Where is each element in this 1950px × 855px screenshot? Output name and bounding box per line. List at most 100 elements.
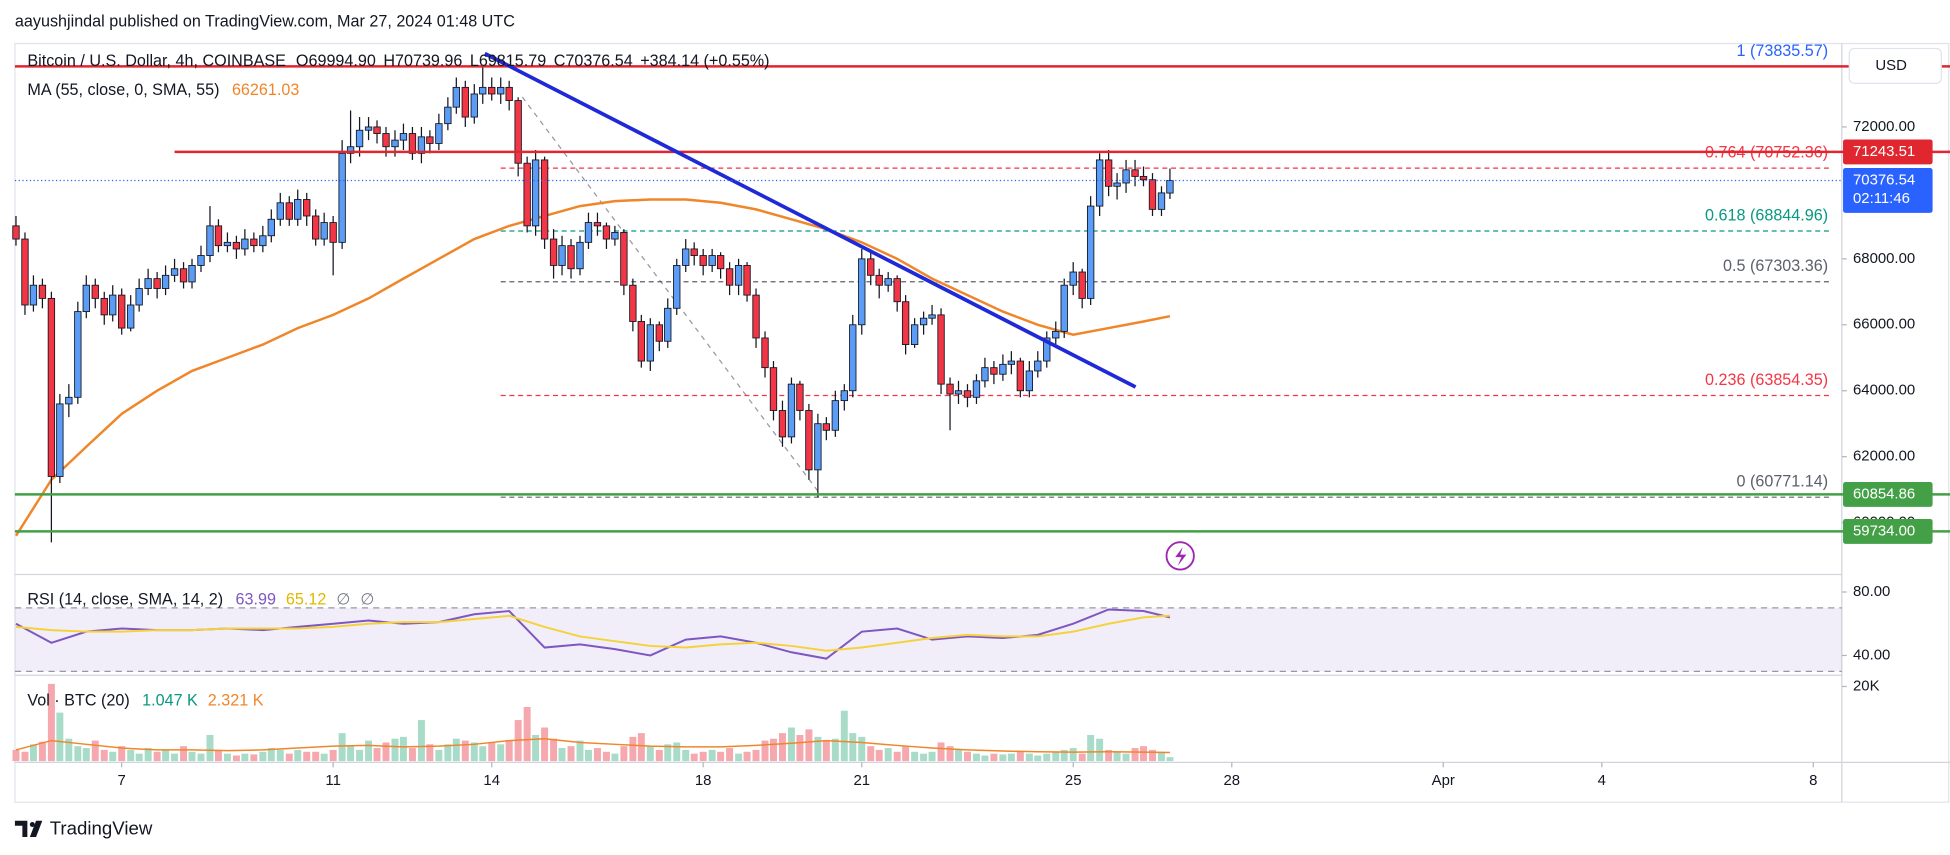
candle-body bbox=[1139, 175, 1148, 181]
volume-bar bbox=[893, 751, 901, 762]
candle-body bbox=[444, 106, 452, 125]
candle-body bbox=[1166, 180, 1174, 194]
candle-body bbox=[144, 278, 152, 289]
volume-bar bbox=[726, 748, 734, 762]
y-tick-label: 64000.00 bbox=[1853, 382, 1915, 399]
volume-bar bbox=[1034, 755, 1042, 762]
volume-bar bbox=[391, 738, 399, 762]
candle-body bbox=[602, 225, 611, 240]
candle-body bbox=[646, 324, 654, 362]
volume-bar bbox=[981, 755, 989, 762]
volume-bar bbox=[814, 736, 822, 762]
candle-body bbox=[990, 367, 998, 375]
candle-body bbox=[214, 225, 223, 247]
volume-bar bbox=[822, 740, 830, 762]
rsi-name: RSI (14, close, SMA, 14, 2) bbox=[27, 591, 223, 609]
publish-header: aayushjindal published on TradingView.co… bbox=[15, 13, 515, 31]
candle-body bbox=[787, 383, 796, 438]
volume-bar bbox=[223, 753, 231, 762]
price-tag bbox=[1843, 139, 1933, 165]
current-price-tag bbox=[1843, 168, 1933, 213]
volume-bar bbox=[259, 751, 267, 762]
volume-bar bbox=[1025, 753, 1033, 762]
symbol: Bitcoin / U.S. Dollar, 4h, COINBASE bbox=[27, 52, 286, 70]
candle-body bbox=[1069, 271, 1077, 286]
volume-bar bbox=[285, 753, 293, 762]
volume-bar bbox=[1007, 753, 1015, 762]
candle-body bbox=[893, 278, 901, 303]
candle-body bbox=[928, 314, 936, 319]
volume-bar bbox=[1113, 751, 1121, 762]
x-tick-label: 7 bbox=[118, 772, 126, 789]
volume-bar bbox=[1105, 749, 1113, 762]
candle-body bbox=[461, 86, 469, 118]
candle-body bbox=[338, 152, 346, 243]
volume-bar bbox=[550, 738, 558, 762]
volume-bar bbox=[717, 751, 725, 762]
fib-label: 0.5 (67303.36) bbox=[1723, 257, 1828, 275]
fib-label: 0.236 (63854.35) bbox=[1705, 371, 1828, 389]
current-price: 70376.54 bbox=[1853, 171, 1915, 188]
volume-bar bbox=[884, 748, 892, 762]
currency-box[interactable] bbox=[1848, 47, 1942, 84]
volume-bar bbox=[1166, 757, 1174, 762]
volume-bar bbox=[214, 749, 222, 762]
ohlc: C70376.54 bbox=[554, 52, 633, 70]
volume-bar bbox=[743, 751, 751, 762]
volume-bar bbox=[875, 749, 883, 762]
volume-bar bbox=[1078, 753, 1086, 762]
candle-body bbox=[1016, 360, 1025, 392]
y-tick-label: 66000.00 bbox=[1853, 316, 1915, 333]
volume-bar bbox=[347, 746, 355, 762]
volume-bar bbox=[82, 748, 90, 762]
candle-body bbox=[329, 222, 337, 243]
event-icon-bolt bbox=[1175, 547, 1187, 566]
volume-bar bbox=[532, 734, 540, 762]
candle-body bbox=[426, 136, 434, 144]
candle-body bbox=[875, 274, 883, 286]
x-tick-label: 11 bbox=[325, 772, 340, 789]
volume-bar bbox=[426, 744, 434, 762]
x-tick-label: 8 bbox=[1809, 772, 1817, 789]
candle-body bbox=[1060, 284, 1068, 332]
volume-bar bbox=[1149, 749, 1156, 762]
y-tick-label: 80.00 bbox=[1853, 583, 1890, 600]
volume-bar bbox=[312, 751, 320, 762]
candle-body bbox=[778, 410, 787, 438]
volume-bar bbox=[593, 748, 601, 762]
candle-body bbox=[725, 268, 734, 286]
volume-bar bbox=[197, 753, 205, 762]
candle-body bbox=[682, 248, 690, 266]
volume-bar bbox=[127, 749, 135, 762]
currency: USD bbox=[1875, 57, 1907, 74]
volume-bar bbox=[963, 751, 971, 762]
candle-body bbox=[1148, 179, 1157, 210]
candle-body bbox=[74, 311, 82, 398]
volume-bar bbox=[523, 707, 531, 762]
volume-bar bbox=[153, 751, 161, 762]
candle-body bbox=[82, 284, 90, 313]
candle-body bbox=[435, 123, 443, 144]
candle-body bbox=[294, 199, 302, 220]
candle-body bbox=[1034, 360, 1042, 372]
volume-bar bbox=[180, 746, 188, 762]
volume-bar bbox=[188, 751, 196, 762]
volume-bar bbox=[1060, 749, 1068, 762]
candle-body bbox=[285, 202, 293, 220]
candle-body bbox=[355, 129, 364, 148]
volume-bar bbox=[1069, 748, 1077, 762]
ma-legend: MA (55, close, 0, SMA, 55) 66261.03 bbox=[27, 81, 299, 99]
volume-bar bbox=[144, 748, 152, 762]
candle-body bbox=[1157, 192, 1166, 210]
volume-bar bbox=[831, 738, 839, 762]
volume-bar bbox=[911, 751, 919, 762]
candle-body bbox=[161, 274, 170, 289]
candle-body bbox=[127, 304, 135, 329]
candle-body bbox=[56, 403, 64, 477]
volume-bar bbox=[558, 748, 566, 762]
volume-bar bbox=[365, 740, 373, 762]
candle-body bbox=[479, 86, 487, 95]
volume-bar bbox=[1087, 734, 1095, 762]
